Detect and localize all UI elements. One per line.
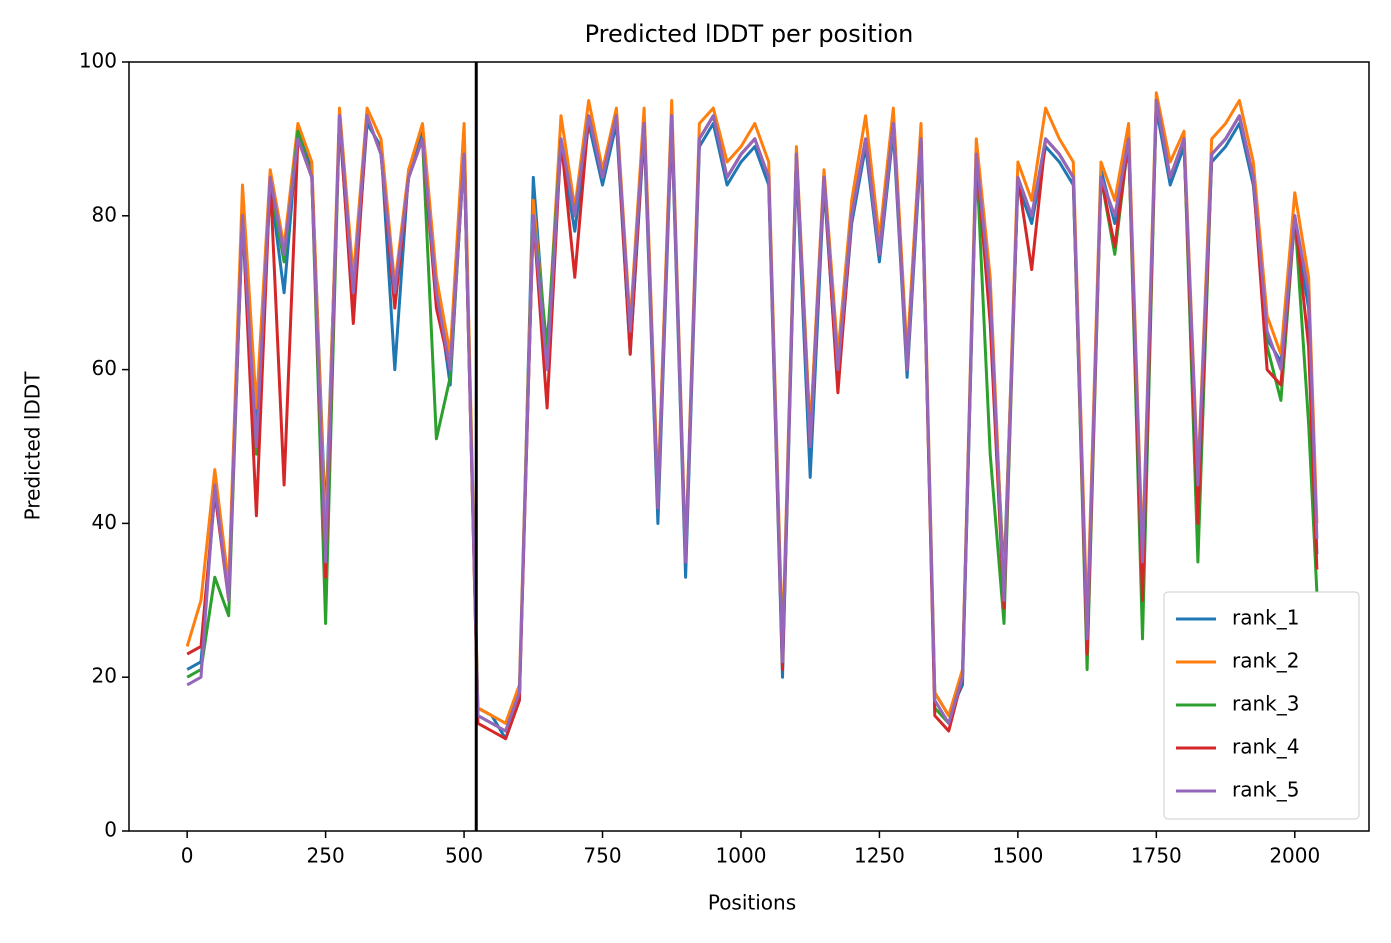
plot-frame (128, 61, 1370, 832)
x-tick-label: 250 (307, 844, 345, 868)
x-tick-label: 1500 (992, 844, 1043, 868)
legend-label: rank_3 (1232, 692, 1299, 716)
legend-box (1163, 591, 1360, 820)
y-tick-label: 40 (92, 510, 117, 534)
x-tick-label: 1750 (1131, 844, 1182, 868)
legend-label: rank_5 (1232, 778, 1299, 802)
x-tick-label: 750 (583, 844, 621, 868)
series-line (186, 99, 1319, 733)
x-tick-label: 1250 (854, 844, 905, 868)
x-tick-label: 2000 (1269, 844, 1320, 868)
y-tick-label: 20 (92, 664, 117, 688)
y-tick-label: 0 (104, 818, 117, 842)
y-axis-label: Predicted lDDT (21, 371, 45, 521)
y-tick-label: 100 (79, 49, 117, 73)
legend-label: rank_1 (1232, 606, 1299, 630)
x-tick-label: 500 (445, 844, 483, 868)
chart-title: Predicted lDDT per position (585, 20, 914, 48)
legend-label: rank_4 (1232, 735, 1299, 759)
legend-label: rank_2 (1232, 649, 1299, 673)
y-tick-label: 60 (92, 356, 117, 380)
y-tick-label: 80 (92, 202, 117, 226)
x-axis-label: Positions (708, 891, 796, 915)
x-tick-label: 0 (181, 844, 194, 868)
x-tick-label: 1000 (716, 844, 767, 868)
